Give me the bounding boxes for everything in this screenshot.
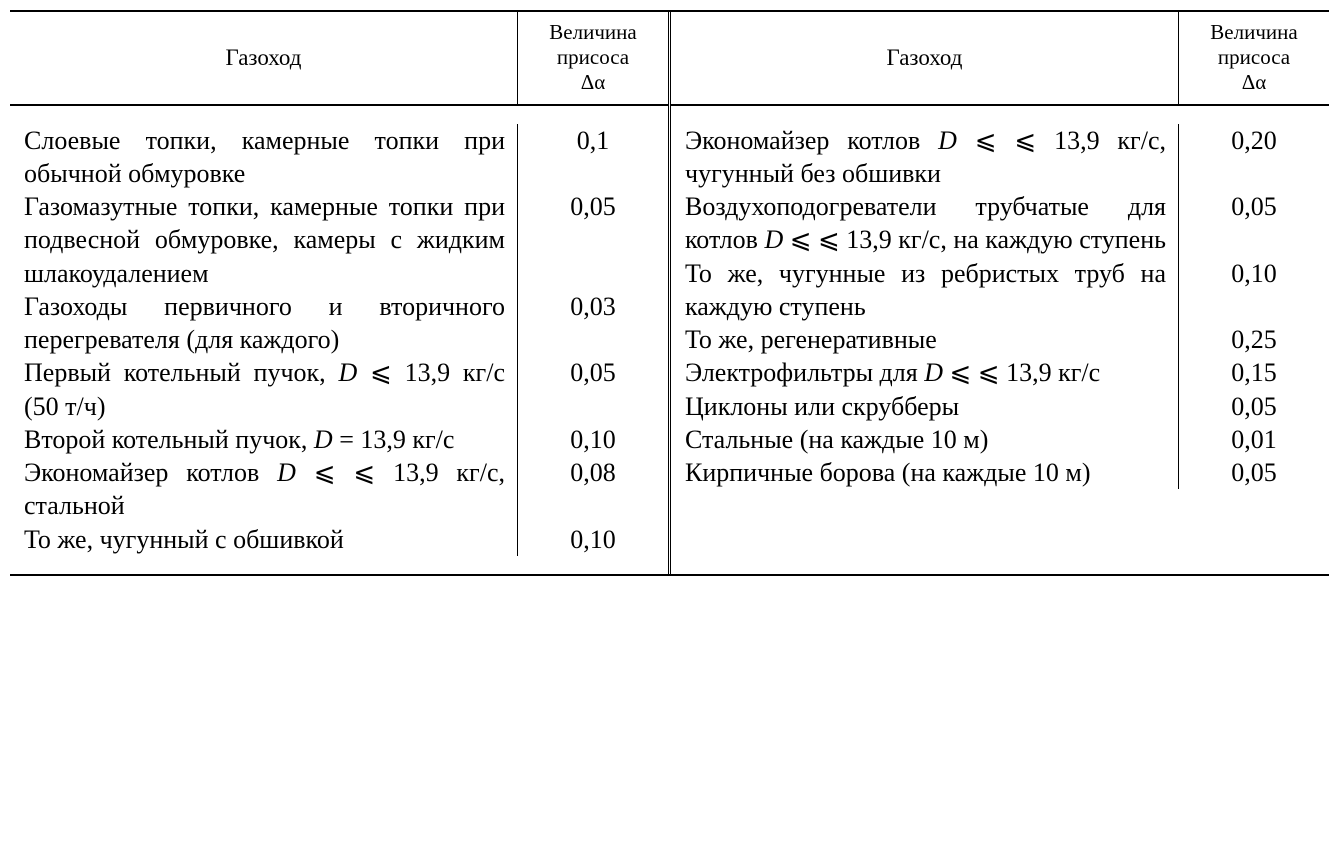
- row-description: Экономайзер котлов D ⩽ ⩽ 13,9 кг/с, стал…: [10, 456, 518, 523]
- table-row: Экономайзер котлов D ⩽ ⩽ 13,9 кг/с, стал…: [10, 456, 668, 523]
- table-row: Кирпичные борова (на каж­дые 10 м)0,05: [671, 456, 1329, 489]
- row-value: 0,03: [518, 290, 668, 323]
- row-description: Слоевые топки, камерные топки при обычно…: [10, 124, 518, 191]
- row-value: 0,10: [1179, 257, 1329, 290]
- row-description: Газомазутные топки, камер­ные топки при …: [10, 190, 518, 290]
- header-val-line2: присоса: [1218, 45, 1290, 70]
- table-row: Второй котельный пучок, D = 13,9 кг/с0,1…: [10, 423, 668, 456]
- row-value: 0,25: [1179, 323, 1329, 356]
- row-description: То же, чугунные из ребрис­тых труб на ка…: [671, 257, 1179, 324]
- row-description: Второй котельный пучок, D = 13,9 кг/с: [10, 423, 518, 456]
- left-header-val: Величина присоса Δα: [518, 12, 668, 104]
- row-description: Электрофильтры для D ⩽ ⩽ 13,9 кг/с: [671, 356, 1179, 389]
- row-value: 0,01: [1179, 423, 1329, 456]
- right-body: Экономайзер котлов D ⩽ ⩽ 13,9 кг/с, чугу…: [671, 106, 1329, 574]
- row-value: 0,20: [1179, 124, 1329, 157]
- table-row: То же, чугунный с обшивкой0,10: [10, 523, 668, 556]
- header-val-line3: Δα: [1242, 70, 1267, 95]
- table-row: То же, чугунные из ребрис­тых труб на ка…: [671, 257, 1329, 324]
- table-row: Экономайзер котлов D ⩽ ⩽ 13,9 кг/с, чугу…: [671, 124, 1329, 191]
- header-val-line1: Величина: [1210, 20, 1297, 45]
- row-value: 0,10: [518, 523, 668, 556]
- row-description: Стальные (на каждые 10 м): [671, 423, 1179, 456]
- header-label: Газоход: [226, 44, 302, 72]
- table-row: Первый котельный пучок, D ⩽ 13,9 кг/с (5…: [10, 356, 668, 423]
- table-right-half: Газоход Величина присоса Δα Экономайзер …: [671, 12, 1329, 574]
- table-row: Электрофильтры для D ⩽ ⩽ 13,9 кг/с0,15: [671, 356, 1329, 389]
- row-value: 0,05: [1179, 456, 1329, 489]
- row-description: Газоходы первичного и вторичного перегре…: [10, 290, 518, 357]
- table-row: Газомазутные топки, камер­ные топки при …: [10, 190, 668, 290]
- row-value: 0,05: [518, 356, 668, 389]
- left-header-desc: Газоход: [10, 12, 518, 104]
- row-description: То же, регенеративные: [671, 323, 1179, 356]
- row-value: 0,05: [518, 190, 668, 223]
- header-val-line3: Δα: [581, 70, 606, 95]
- row-value: 0,10: [518, 423, 668, 456]
- table-row: То же, регенеративные0,25: [671, 323, 1329, 356]
- table-row: Циклоны или скрубберы0,05: [671, 390, 1329, 423]
- row-description: Экономайзер котлов D ⩽ ⩽ 13,9 кг/с, чугу…: [671, 124, 1179, 191]
- table-left-half: Газоход Величина присоса Δα Слоевые топк…: [10, 12, 671, 574]
- header-label: Газоход: [887, 44, 963, 72]
- row-description: Первый котельный пучок, D ⩽ 13,9 кг/с (5…: [10, 356, 518, 423]
- row-value: 0,08: [518, 456, 668, 489]
- two-column-table: Газоход Величина присоса Δα Слоевые топк…: [10, 10, 1329, 576]
- table-row: Воздухоподогреватели труб­чатые для котл…: [671, 190, 1329, 257]
- row-description: То же, чугунный с обшивкой: [10, 523, 518, 556]
- row-value: 0,05: [1179, 190, 1329, 223]
- right-header-row: Газоход Величина присоса Δα: [671, 12, 1329, 106]
- row-description: Циклоны или скрубберы: [671, 390, 1179, 423]
- row-value: 0,1: [518, 124, 668, 157]
- left-header-row: Газоход Величина присоса Δα: [10, 12, 668, 106]
- row-description: Кирпичные борова (на каж­дые 10 м): [671, 456, 1179, 489]
- row-description: Воздухоподогреватели труб­чатые для котл…: [671, 190, 1179, 257]
- right-header-val: Величина присоса Δα: [1179, 12, 1329, 104]
- header-val-line2: присоса: [557, 45, 629, 70]
- left-body: Слоевые топки, камерные топки при обычно…: [10, 106, 668, 574]
- row-value: 0,15: [1179, 356, 1329, 389]
- right-header-desc: Газоход: [671, 12, 1179, 104]
- table-row: Слоевые топки, камерные топки при обычно…: [10, 124, 668, 191]
- header-val-line1: Величина: [549, 20, 636, 45]
- table-row: Газоходы первичного и вторичного перегре…: [10, 290, 668, 357]
- table-row: Стальные (на каждые 10 м)0,01: [671, 423, 1329, 456]
- row-value: 0,05: [1179, 390, 1329, 423]
